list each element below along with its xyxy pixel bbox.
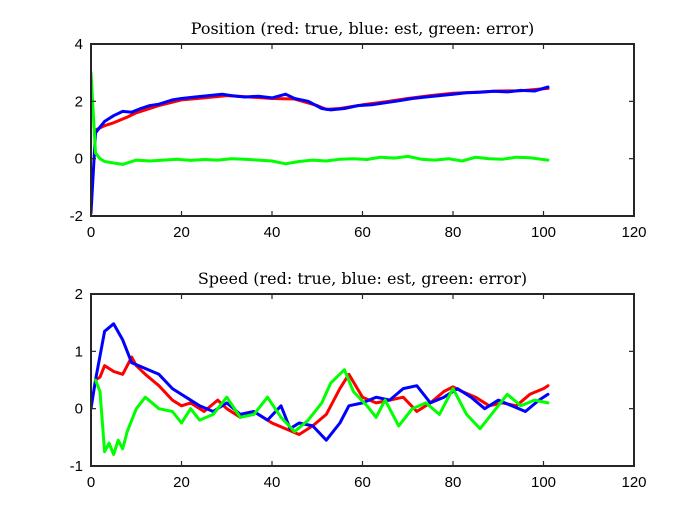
speed-x-tick-label: 20 [173,474,190,491]
speed-y-tick-label: 0 [75,401,83,418]
speed-series-green-line [94,368,550,456]
position-axes-frame [90,43,635,217]
speed-x-tick-label: 80 [445,474,462,491]
position-y-tick-label: 4 [75,36,83,53]
position-y-tick-label: 2 [75,93,83,110]
position-x-tick-label: 120 [621,224,646,241]
position-y-tick-label: 0 [75,151,83,168]
speed-axes-frame [90,293,635,467]
speed-x-tick-label: 120 [621,474,646,491]
speed-x-tick-label: 100 [531,474,556,491]
position-x-tick-label: 40 [264,224,281,241]
position-x-tick-label: 80 [445,224,462,241]
speed-chart-title: Speed (red: true, blue: est, green: erro… [198,269,527,288]
position-x-tick-label: 60 [354,224,371,241]
position-x-tick-label: 100 [531,224,556,241]
speed-y-tick-label: 2 [75,286,83,303]
speed-series-red-line [94,355,550,436]
speed-series-blue-line [91,322,550,442]
speed-y-tick-label: 1 [75,343,83,360]
position-series-blue-line [91,85,550,215]
speed-x-tick-label: 40 [264,474,281,491]
position-series-green-line [91,71,550,166]
speed-x-tick-label: 60 [354,474,371,491]
speed-y-tick-label: -1 [70,458,83,475]
speed-x-tick-label: 0 [87,474,95,491]
position-chart-title: Position (red: true, blue: est, green: e… [191,19,535,38]
speed-series-group [91,322,550,456]
position-x-tick-label: 0 [87,224,95,241]
position-x-tick-label: 20 [173,224,190,241]
position-y-tick-label: -2 [70,208,83,225]
position-series-group [91,71,550,215]
